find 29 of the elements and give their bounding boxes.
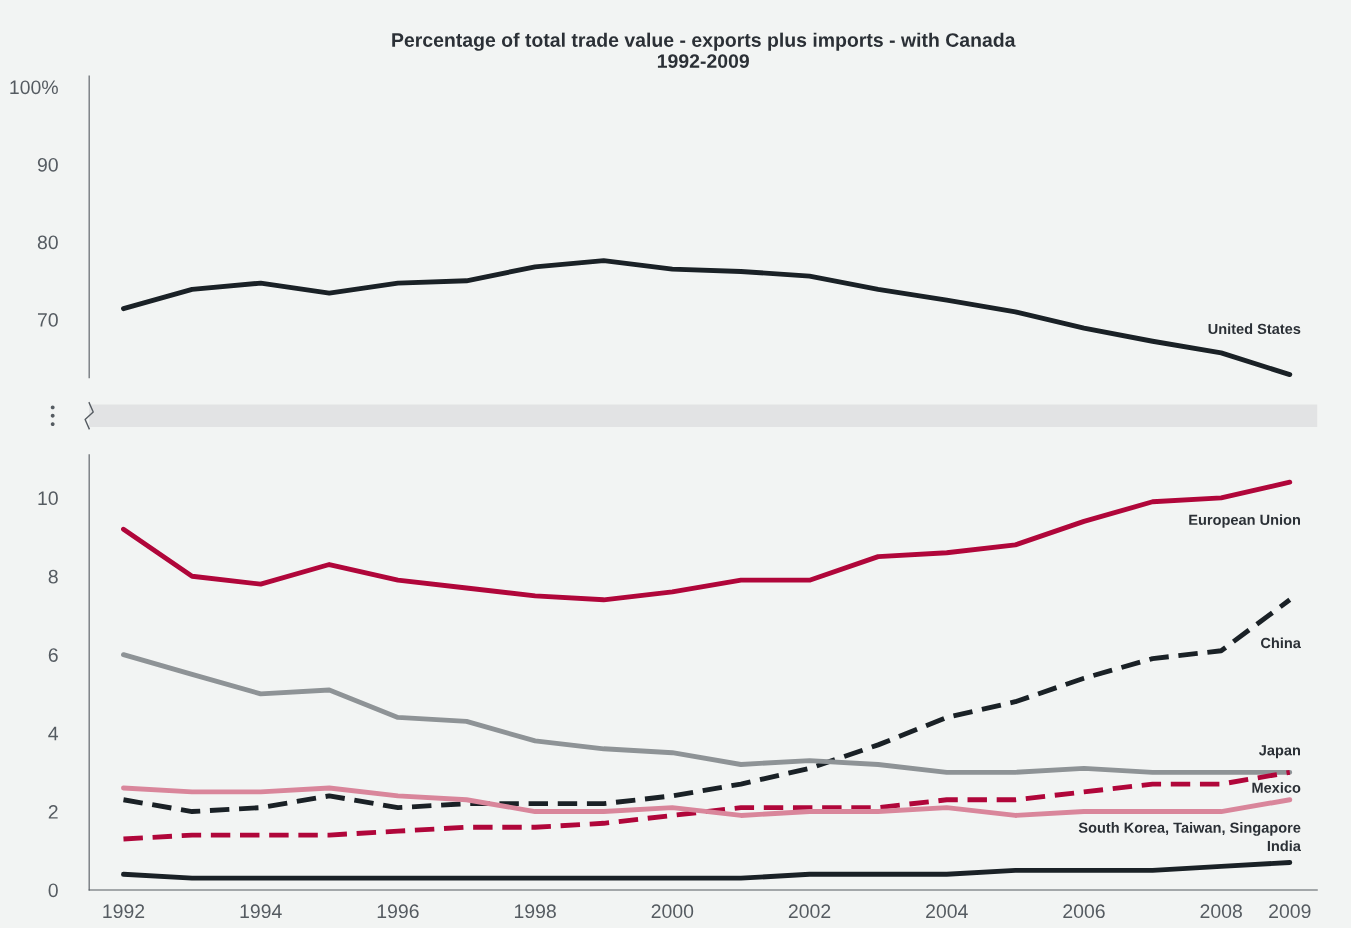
series-label: Japan [1258, 745, 1300, 759]
x-tick-label: 2002 [788, 904, 831, 919]
y-tick-label: 80 [37, 235, 58, 250]
x-tick-label: 1992 [103, 904, 145, 919]
y-tick-label: 0 [48, 883, 58, 898]
y-tick-label: 6 [48, 648, 58, 662]
x-tick-label: 2004 [926, 904, 968, 919]
x-tick-label: 1998 [514, 904, 556, 919]
line-series [121, 860, 1293, 881]
y-tick-label: 10 [38, 491, 58, 506]
series-label: China [1260, 637, 1301, 649]
series-label: India [1267, 840, 1301, 852]
y-tick-label: 100% [10, 80, 58, 95]
series-label: Mexico [1252, 782, 1301, 793]
chart-title: Percentage of total trade value - exports plus imports - with Canada 1992-2009 [392, 32, 1016, 68]
series-label: United States [1208, 323, 1301, 335]
x-tick-label: 1996 [377, 904, 419, 919]
x-tick-label: 2006 [1063, 904, 1105, 919]
y-tick-label: 90 [37, 157, 58, 172]
series-label: European Union [1189, 514, 1300, 528]
y-tick-label: 70 [37, 313, 58, 327]
x-tick-label: 1994 [240, 904, 282, 919]
y-tick-label: 4 [48, 726, 59, 741]
x-tick-label: 2000 [651, 904, 694, 919]
y-tick-label: 2 [48, 805, 58, 819]
y-tick-label: 8 [48, 569, 58, 584]
x-tick-label: 2008 [1200, 904, 1242, 919]
x-tick-label: 2009 [1269, 904, 1311, 919]
series-label: South Korea, Taiwan, Singapore [1078, 822, 1301, 836]
